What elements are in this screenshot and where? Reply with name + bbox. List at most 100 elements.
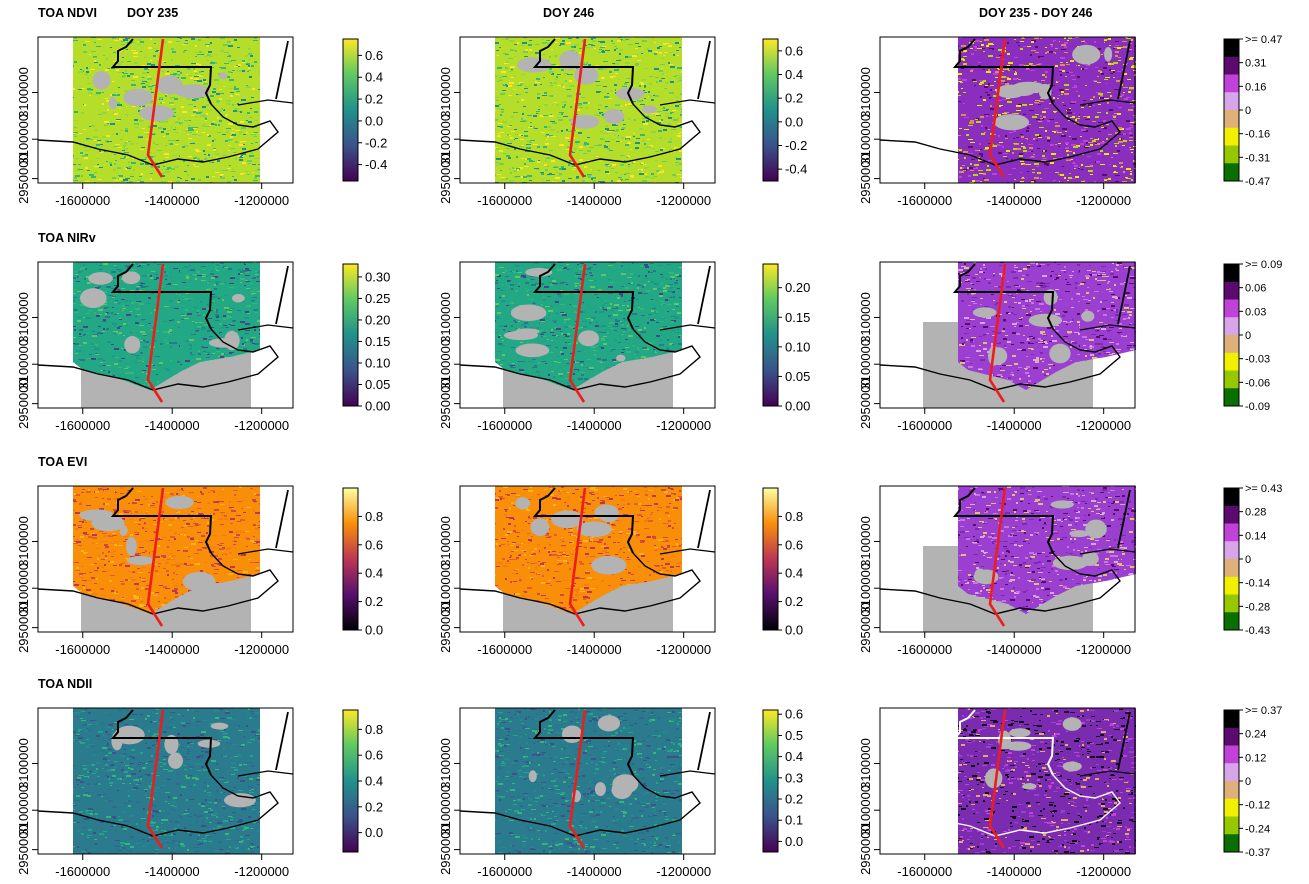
figure-row: TOA NDVI DOY 235 -1600000 -1400000 -1200000 2…	[16, 6, 1282, 208]
legend-swatch	[1224, 92, 1239, 111]
plot-frame	[459, 261, 716, 409]
y-tick-label: 3100000	[858, 785, 873, 836]
legend-label: 0.6	[365, 748, 383, 763]
panel-title: DOY 235	[127, 6, 178, 20]
legend-swatch	[1224, 317, 1239, 336]
legend-swatch	[1224, 594, 1239, 613]
legend-swatch	[1224, 299, 1239, 318]
cloud-mask	[1049, 343, 1071, 364]
legend-label: -0.03	[1245, 354, 1270, 366]
legend-label: 0.2	[365, 594, 383, 609]
legend-label: 0.20	[785, 280, 810, 295]
cloud-mask	[232, 294, 245, 303]
coastline	[879, 328, 1121, 391]
cloud-mask	[197, 739, 221, 748]
cloud-mask	[611, 780, 633, 800]
cloud-mask	[1069, 530, 1090, 538]
row-title: TOA NDVI	[38, 6, 97, 20]
cloud-mask	[1062, 717, 1082, 731]
boundary-segment	[1117, 265, 1131, 325]
y-tick-label: 3100000	[858, 114, 873, 165]
y-tick-label: 3100000	[858, 339, 873, 390]
cloud-mask	[528, 770, 537, 783]
legend-swatch	[1224, 110, 1239, 129]
plot-frame	[879, 707, 1136, 855]
cloud-mask	[615, 87, 645, 101]
y-tick-label: 3100000	[438, 339, 453, 390]
map-panel: -1600000 -1400000 -12000002950000310000031…	[858, 483, 1282, 657]
x-tick-label: -1400000	[145, 418, 200, 433]
x-tick-label: -1600000	[477, 642, 532, 657]
plot-frame	[459, 707, 716, 855]
boundary-segment	[1117, 40, 1131, 100]
map-panel: -1600000 -1400000 -12000002950000310000031…	[438, 707, 803, 879]
figure-row: TOA NIRv-1600000 -1400000 -120000029500003…	[16, 231, 1282, 433]
map-panel: DOY 246-1600000 -1400000 -1200000295000031…	[438, 6, 807, 208]
color-legend: 0.6 0.4 0.2 0.0 -0.2 -0.4	[342, 38, 387, 182]
legend-label: 0.4	[365, 774, 383, 789]
legend-bar	[762, 263, 779, 407]
cloud-mask	[79, 288, 107, 308]
legend-label: 0.24	[1245, 729, 1266, 741]
legend-swatch	[1224, 488, 1239, 507]
legend-label: -0.09	[1245, 401, 1270, 413]
coastline-east	[1079, 770, 1136, 777]
plot-frame	[879, 36, 1136, 184]
y-tick-label: 3100000	[16, 339, 31, 390]
cloud-mask	[1052, 555, 1088, 571]
legend-label: -0.4	[365, 157, 387, 172]
cloud-mask	[559, 50, 581, 71]
x-tick-label: -1200000	[656, 642, 711, 657]
legend-swatch	[1224, 710, 1239, 729]
x-tick-label: -1400000	[567, 642, 622, 657]
x-tick-label: -1200000	[1076, 418, 1131, 433]
panel-title: DOY 246	[543, 6, 594, 20]
legend-label: 0.4	[785, 566, 803, 581]
map-panel: DOY 235 - DOY 246 -1600000 -1400000 -120000…	[858, 6, 1282, 208]
legend-label: 0.12	[1245, 752, 1266, 764]
cloud-mask	[530, 518, 550, 537]
cloud-mask	[503, 330, 539, 341]
state-boundary	[532, 38, 635, 105]
panel-title: DOY 235 - DOY 246	[979, 6, 1093, 20]
legend-bar	[762, 487, 779, 631]
legend-label: 0.2	[785, 792, 803, 807]
coastline-east	[237, 548, 294, 555]
coastline	[37, 328, 279, 391]
y-tick-label: 3100000	[438, 785, 453, 836]
y-tick-label: 3100000	[858, 67, 873, 118]
boundary-segment	[275, 711, 289, 771]
coastline-east	[659, 324, 716, 331]
coastline-east	[1079, 99, 1136, 106]
legend-swatch	[1224, 816, 1239, 835]
legend-label: 0.05	[365, 377, 390, 392]
map-panel: -1600000 -1400000 -12000002950000310000031…	[858, 259, 1282, 433]
cloud-mask	[1022, 783, 1037, 790]
state-boundary	[110, 38, 213, 105]
y-tick-label: 3100000	[16, 114, 31, 165]
cloud-mask	[174, 84, 211, 99]
legend-label: 0.00	[365, 399, 390, 414]
x-tick-label: -1600000	[55, 642, 110, 657]
legend-label: >= 0.37	[1245, 705, 1282, 717]
legend-label: 0.10	[365, 355, 390, 370]
cloud-mask	[1009, 728, 1031, 738]
y-tick-label: 2950000	[438, 153, 453, 204]
row-title: TOA NDII	[38, 677, 92, 691]
boundary-segment	[697, 711, 711, 771]
figure-row: TOA NDII -1600000 -1400000 -120000029500003…	[16, 677, 1282, 879]
legend-swatch	[1224, 39, 1239, 58]
legend-bar	[342, 709, 359, 853]
cloud-mask	[551, 510, 584, 529]
cloud-mask	[119, 525, 128, 536]
legend-label: 0	[1245, 105, 1251, 117]
state-boundary	[110, 709, 213, 776]
legend-label: 0.0	[785, 623, 803, 638]
x-tick-label: -1600000	[897, 193, 952, 208]
cloud-mask	[165, 495, 194, 510]
cloud-mask	[597, 715, 621, 732]
cloud-mask	[993, 114, 1030, 131]
y-tick-label: 3100000	[438, 563, 453, 614]
state-boundary	[532, 263, 635, 330]
